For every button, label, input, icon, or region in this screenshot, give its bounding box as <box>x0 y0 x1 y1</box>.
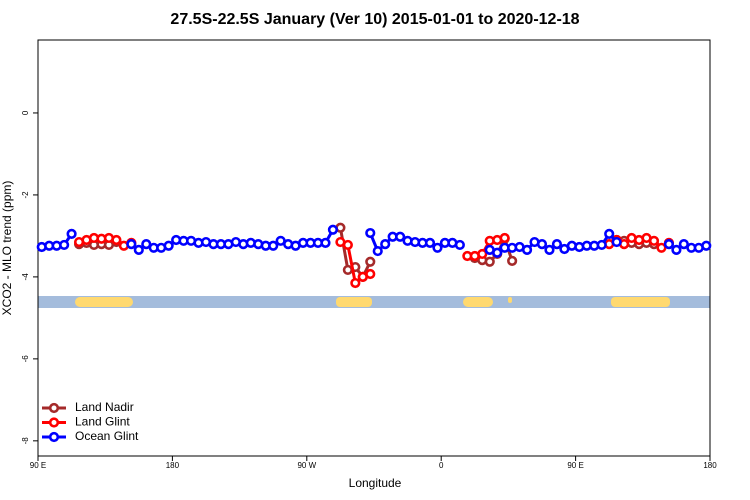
x-tick-label: 90 E <box>30 461 46 470</box>
point <box>141 239 152 250</box>
point <box>163 240 174 251</box>
point <box>611 236 622 248</box>
land-band <box>38 296 710 308</box>
point <box>342 239 353 251</box>
point <box>454 239 465 251</box>
y-tick-label: -8 <box>21 437 30 445</box>
land-patch <box>463 297 493 307</box>
point <box>596 239 607 251</box>
x-tick-label: 90 W <box>297 461 316 470</box>
point <box>477 248 488 260</box>
point <box>492 247 503 258</box>
point <box>111 234 122 246</box>
point <box>678 239 689 250</box>
point <box>544 244 555 255</box>
point <box>395 231 406 242</box>
legend-label: Ocean Glint <box>75 429 139 443</box>
point <box>327 224 339 235</box>
land-patch <box>336 297 372 307</box>
point <box>484 256 495 267</box>
land-patch <box>611 297 670 307</box>
land-patch <box>75 297 133 307</box>
point <box>320 237 331 248</box>
point <box>365 268 376 280</box>
legend-label: Land Nadir <box>75 400 134 414</box>
point <box>424 237 436 248</box>
point <box>648 235 660 246</box>
point <box>380 239 391 250</box>
legend-marker <box>48 431 60 443</box>
x-tick-label: 180 <box>166 461 180 470</box>
legend-marker <box>48 402 60 414</box>
x-tick-label: 0 <box>439 461 444 470</box>
x-axis-label: Longitude <box>349 476 402 490</box>
point <box>671 244 682 255</box>
point <box>126 239 137 250</box>
x-tick-label: 180 <box>703 461 717 470</box>
point <box>66 228 77 239</box>
ocean-band <box>38 296 710 308</box>
point <box>656 242 667 253</box>
land-patch <box>508 297 512 303</box>
point <box>507 255 518 267</box>
point <box>365 227 376 239</box>
point <box>499 232 510 244</box>
y-tick-label: 0 <box>21 110 30 115</box>
point <box>604 228 615 239</box>
point <box>372 245 383 257</box>
point <box>350 277 361 289</box>
point <box>701 240 712 251</box>
point <box>536 239 548 250</box>
y-axis-label: XCO2 - MLO trend (ppm) <box>0 181 14 316</box>
legend-marker <box>48 417 60 428</box>
point <box>551 239 563 250</box>
y-tick-label: -4 <box>21 273 30 281</box>
point <box>59 239 70 251</box>
point <box>432 242 443 253</box>
point <box>268 240 279 251</box>
chart-title: 27.5S-22.5S January (Ver 10) 2015-01-01 … <box>170 11 579 28</box>
point <box>365 256 376 267</box>
x-tick-label: 90 E <box>567 461 583 470</box>
y-tick-label: -2 <box>21 191 30 199</box>
y-tick-label: -6 <box>21 355 30 363</box>
legend-label: Land Glint <box>75 415 130 429</box>
point <box>133 244 144 255</box>
point <box>521 244 533 255</box>
point <box>663 239 675 250</box>
